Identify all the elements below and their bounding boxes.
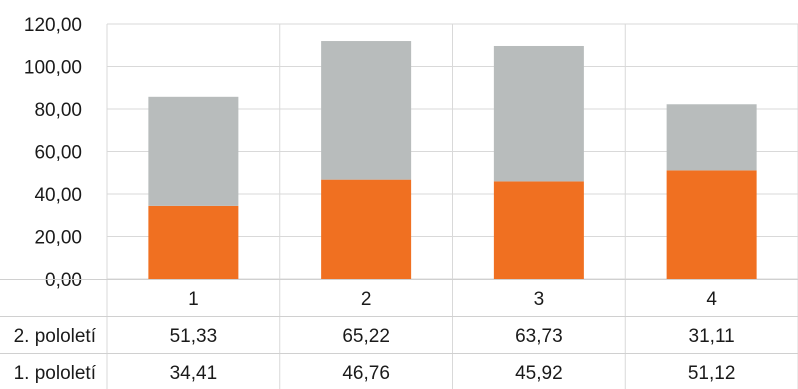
table-cell: 46,76 <box>342 363 390 384</box>
table-cell: 31,11 <box>689 326 735 347</box>
bars <box>148 41 757 279</box>
table-row-label: 1. pololetí <box>14 363 97 384</box>
y-tick-label: 20,00 <box>34 228 82 249</box>
y-tick-label: 100,00 <box>24 58 82 79</box>
table-cell: 63,73 <box>515 326 563 347</box>
y-tick-label: 120,00 <box>24 15 82 36</box>
category-label: 2 <box>361 289 372 310</box>
y-tick-label: 0,00 <box>45 270 82 291</box>
category-label: 3 <box>534 289 545 310</box>
bar-segment-2-1 <box>148 96 239 206</box>
bar-segment-1-2 <box>321 179 412 279</box>
bar-segment-2-4 <box>666 104 757 171</box>
y-tick-label: 60,00 <box>34 143 82 164</box>
table-cell: 65,22 <box>342 326 390 347</box>
bar-segment-1-1 <box>148 205 239 279</box>
data-table: 1 2 3 4 2. pololetí 51,33 65,22 63,73 31,11 1. po… <box>0 279 798 384</box>
table-cell: 45,92 <box>515 363 563 384</box>
bar-segment-2-2 <box>321 41 412 180</box>
table-cell: 51,12 <box>688 363 736 384</box>
category-label: 4 <box>706 289 717 310</box>
table-row-label: 2. pololetí <box>14 326 97 347</box>
y-tick-label: 80,00 <box>34 100 82 121</box>
table-cell: 34,41 <box>170 363 218 384</box>
bar-segment-2-3 <box>493 45 584 182</box>
bar-segment-1-4 <box>666 170 757 279</box>
bar-segment-1-3 <box>493 181 584 279</box>
y-tick-label: 40,00 <box>34 185 82 206</box>
y-axis-ticks: 0,00 20,00 40,00 60,00 80,00 100,00 120,00 <box>24 15 82 291</box>
category-label: 1 <box>188 289 199 310</box>
table-cell: 51,33 <box>170 326 218 347</box>
